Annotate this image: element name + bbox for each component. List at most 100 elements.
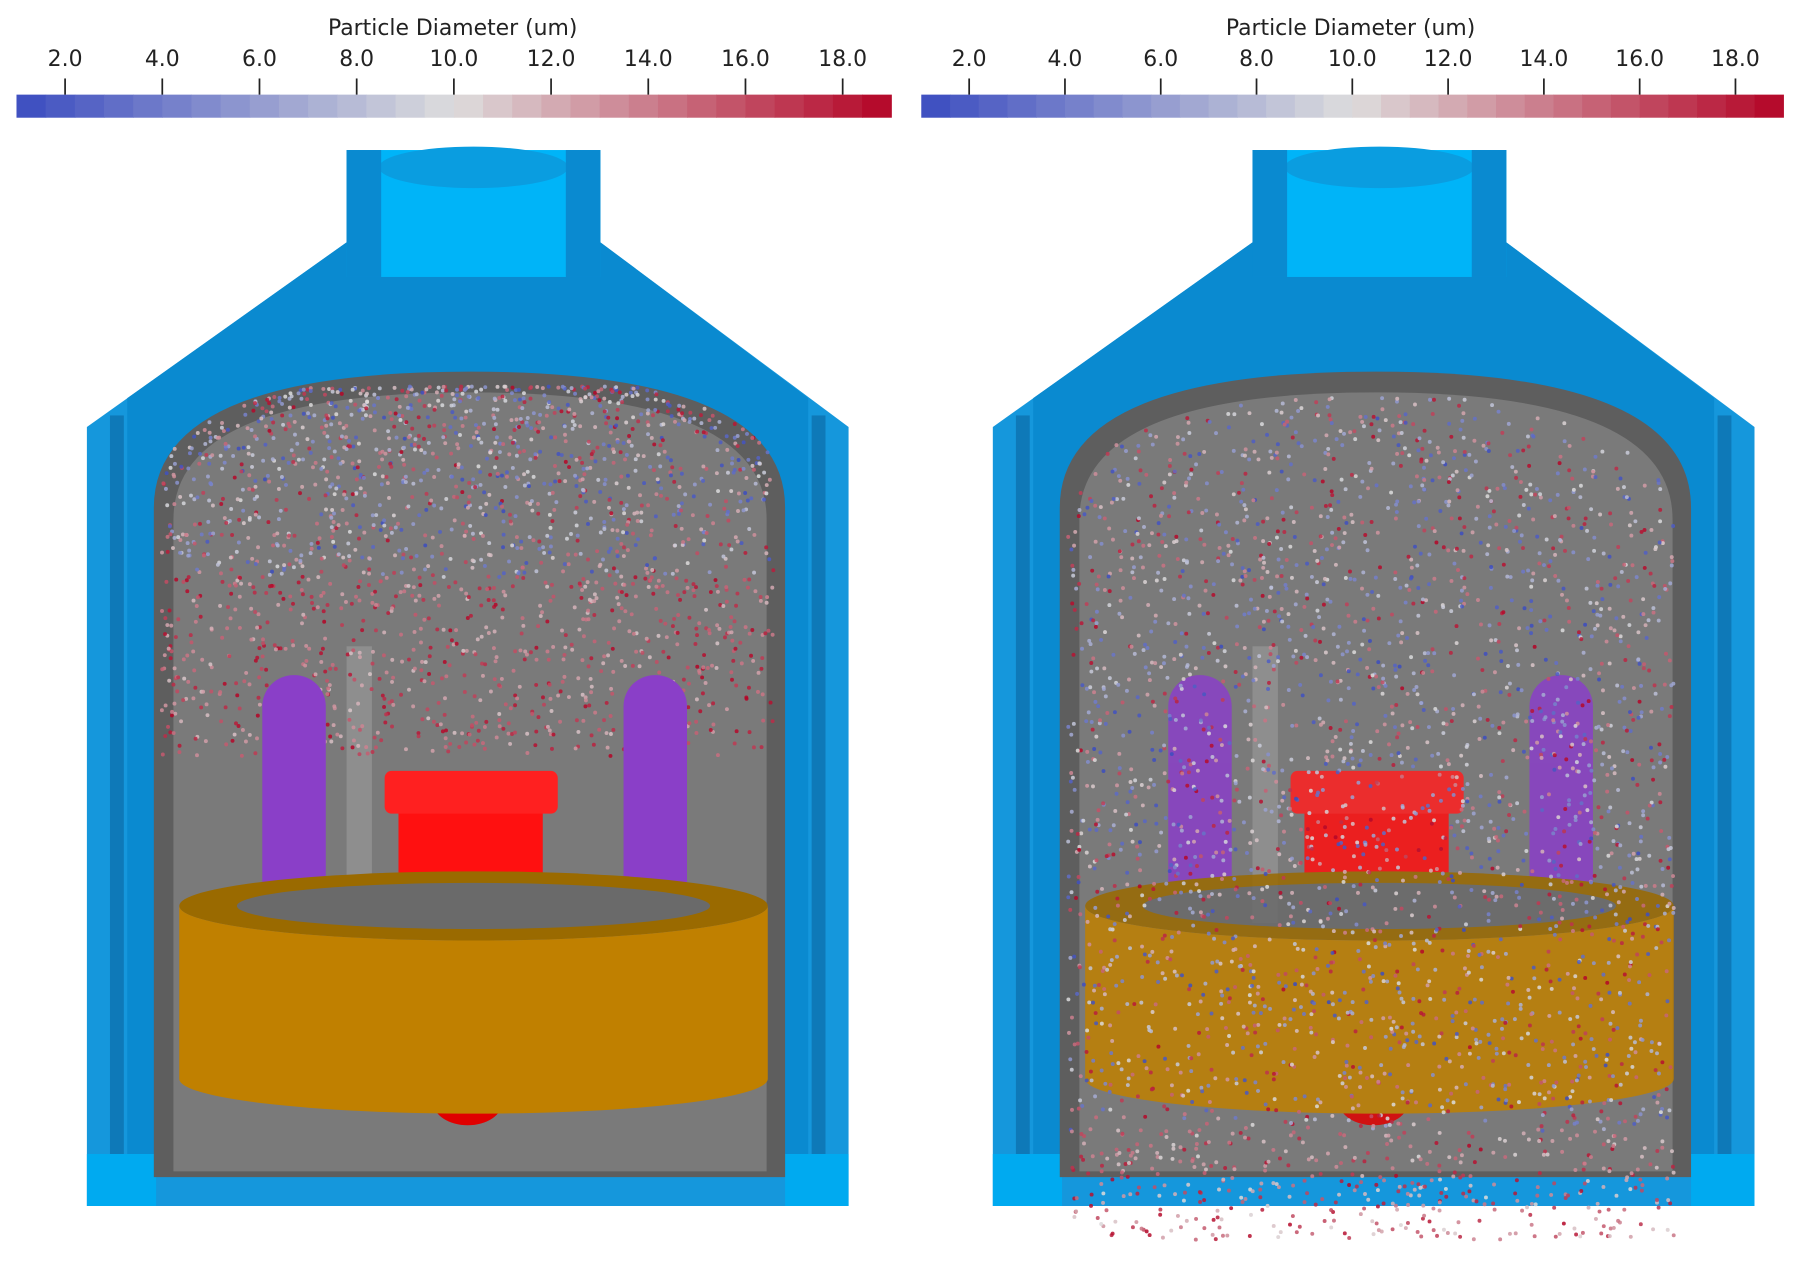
particle: [372, 392, 377, 397]
particle: [389, 417, 394, 422]
particle: [1312, 478, 1317, 483]
particle: [1636, 851, 1641, 856]
particle: [277, 399, 282, 404]
particle: [191, 598, 196, 603]
particle: [270, 569, 274, 574]
particle: [1524, 719, 1529, 724]
particle: [1214, 512, 1219, 517]
particle: [525, 416, 530, 420]
particle: [1299, 628, 1304, 632]
particle: [1557, 1231, 1562, 1236]
particle: [654, 392, 659, 397]
particle: [384, 712, 389, 717]
particle: [1110, 469, 1115, 474]
particle: [487, 541, 492, 546]
particle: [305, 387, 310, 392]
particle: [1450, 774, 1455, 779]
particle: [1501, 872, 1506, 877]
particle: [1529, 584, 1534, 589]
particle: [1507, 813, 1511, 817]
particle: [1639, 1188, 1644, 1193]
particle: [455, 393, 459, 398]
particle: [1600, 740, 1605, 745]
particle: [1605, 789, 1610, 794]
particle: [1542, 563, 1546, 567]
particle: [1247, 411, 1252, 416]
particle: [1324, 433, 1329, 438]
particle: [264, 424, 268, 429]
particle: [1156, 532, 1161, 537]
particle: [1230, 562, 1235, 567]
particle: [645, 563, 650, 567]
particle: [168, 465, 173, 470]
particle: [315, 521, 319, 526]
particle: [1556, 815, 1561, 820]
particle: [749, 653, 754, 658]
particle: [332, 449, 337, 454]
particle: [284, 482, 288, 487]
particle: [209, 689, 214, 694]
particle: [1526, 568, 1531, 573]
particle: [1263, 807, 1268, 812]
particle: [1532, 1091, 1537, 1096]
particle: [1164, 1135, 1169, 1139]
particle: [1479, 825, 1484, 830]
particle: [456, 462, 461, 467]
particle: [1147, 678, 1152, 683]
particle: [1609, 851, 1614, 856]
particle: [1323, 503, 1328, 508]
particle: [1144, 1229, 1149, 1234]
particle: [402, 445, 406, 450]
particle: [423, 567, 427, 572]
particle: [1429, 1178, 1434, 1183]
particle: [756, 474, 761, 479]
particle: [452, 518, 457, 523]
particle: [1105, 967, 1110, 972]
particle: [738, 467, 743, 472]
particle: [1450, 473, 1455, 478]
particle: [1186, 1043, 1191, 1048]
particle: [1575, 1133, 1579, 1138]
particle: [1125, 870, 1130, 875]
particle: [1140, 893, 1145, 898]
particle: [232, 732, 237, 737]
particle: [482, 490, 487, 495]
particle: [1098, 505, 1103, 510]
particle: [1387, 742, 1391, 747]
particle: [372, 403, 377, 408]
particle: [1188, 983, 1193, 988]
particle: [583, 695, 588, 700]
particle: [606, 653, 611, 658]
particle: [1437, 1130, 1442, 1135]
particle: [335, 732, 340, 737]
particle: [542, 702, 546, 707]
particle: [1471, 1198, 1476, 1203]
particle: [1423, 658, 1428, 663]
particle: [1331, 868, 1336, 873]
particle: [1594, 748, 1599, 753]
particle: [1483, 895, 1488, 900]
particle: [327, 387, 331, 391]
particle: [325, 722, 330, 727]
particle: [586, 608, 591, 613]
particle: [405, 405, 410, 410]
particle: [424, 387, 429, 392]
particle: [1069, 828, 1074, 833]
particle: [1218, 737, 1223, 742]
particle: [547, 550, 552, 555]
particle: [1323, 885, 1327, 889]
particle: [1164, 1129, 1169, 1134]
particle: [1396, 981, 1401, 986]
particle: [747, 527, 752, 531]
particle: [1588, 667, 1593, 672]
particle: [168, 532, 173, 537]
particle: [666, 655, 671, 660]
particle: [384, 475, 389, 479]
particle: [558, 719, 563, 724]
particle: [1358, 865, 1363, 870]
particle: [184, 696, 189, 701]
particle: [1070, 563, 1075, 568]
particle: [1103, 694, 1108, 699]
particle: [283, 427, 288, 432]
particle: [1500, 759, 1505, 764]
